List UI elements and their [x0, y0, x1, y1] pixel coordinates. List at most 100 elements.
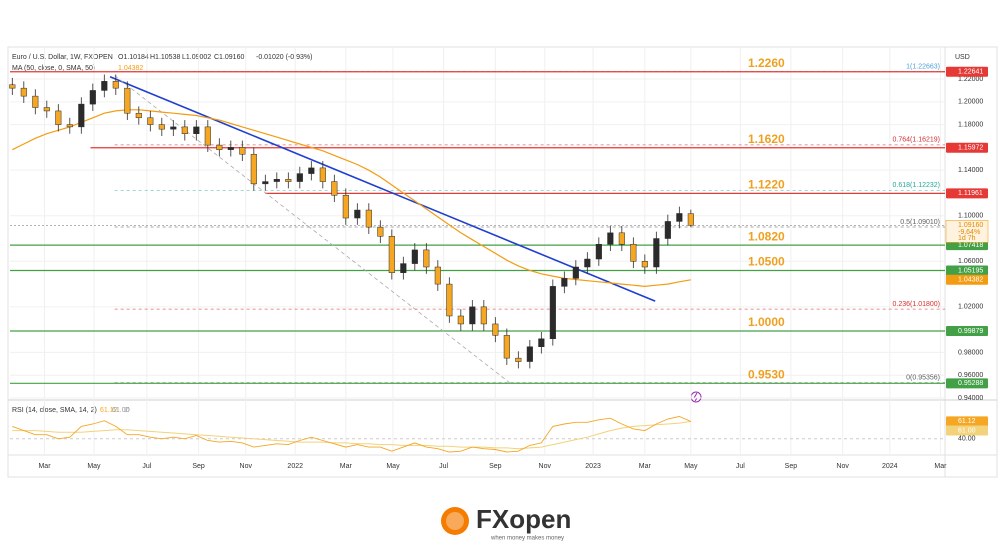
- candle-body: [9, 84, 16, 89]
- candle-body: [124, 87, 131, 114]
- y-tick-label: 1.02000: [958, 304, 983, 311]
- candle-body: [607, 232, 614, 245]
- candle-body: [296, 173, 303, 182]
- candle-body: [377, 226, 384, 237]
- candle-body: [653, 238, 660, 268]
- logo-emblem-inner: [446, 512, 464, 530]
- candle-body: [538, 338, 545, 347]
- candle-body: [216, 144, 223, 150]
- candle-body: [170, 126, 177, 130]
- candle-body: [331, 181, 338, 196]
- price-badge: [946, 326, 988, 337]
- rsi-header-value: 61.00: [112, 407, 130, 414]
- level-label: 1.1220: [748, 178, 785, 192]
- candle-body: [89, 90, 96, 105]
- ma-title: MA (50, close, 0, SMA, 50): [12, 65, 95, 72]
- level-label: 1.2260: [748, 56, 785, 70]
- price-badge: [946, 240, 988, 251]
- rsi-badge-label: 61.12: [958, 418, 976, 425]
- candle-body: [262, 181, 269, 185]
- candle-body: [342, 194, 349, 219]
- price-badge-label: 1.04382: [958, 277, 983, 284]
- x-tick-label: Sep: [192, 463, 205, 470]
- candle-body: [526, 346, 533, 362]
- price-badge: [946, 378, 988, 389]
- x-tick-label: Sep: [489, 463, 502, 470]
- y-tick-label: 1.18000: [958, 121, 983, 128]
- rsi-header-value: 61.12: [100, 407, 118, 414]
- candle-body: [354, 209, 361, 219]
- candle-body: [457, 315, 464, 325]
- price-badge-label: 1.15972: [958, 145, 983, 152]
- candle-body: [193, 126, 200, 134]
- y-tick-label: 1.14000: [958, 167, 983, 174]
- x-tick-label: Mar: [340, 463, 353, 470]
- fib-label: 1(1.22663): [906, 63, 940, 70]
- candle-body: [250, 153, 257, 185]
- candle-body: [446, 283, 453, 317]
- rsi-badge: [946, 416, 988, 427]
- ohlc-text: -0.01020 (-0.93%): [256, 54, 312, 61]
- y-tick-label: 1.22000: [958, 76, 983, 83]
- price-badge-label: 1.07418: [958, 242, 983, 249]
- candle-body: [158, 124, 165, 130]
- x-tick-label: Nov: [240, 463, 253, 470]
- candle-body: [55, 110, 62, 125]
- candle-body: [549, 286, 556, 340]
- x-tick-label: May: [684, 463, 698, 470]
- y-tick-label: 1.10000: [958, 213, 983, 220]
- x-tick-label: Mar: [639, 463, 652, 470]
- price-badge-label: 1.05195: [958, 267, 983, 274]
- price-badge-label: 0.99879: [958, 328, 983, 335]
- x-tick-label: Nov: [836, 463, 849, 470]
- candle-body: [434, 266, 441, 285]
- candle-body: [411, 249, 418, 264]
- ohlc-text: C1.09160: [214, 54, 244, 61]
- y-tick-label: 1.20000: [958, 99, 983, 106]
- price-badge: [946, 274, 988, 285]
- x-tick-label: Nov: [539, 463, 552, 470]
- candle-body: [66, 124, 73, 128]
- candle-body: [595, 243, 602, 260]
- x-tick-label: May: [87, 463, 101, 470]
- y-tick-label: 0.98000: [958, 349, 983, 356]
- x-tick-label: 2023: [585, 463, 601, 470]
- candle-body: [664, 221, 671, 239]
- x-tick-label: Jul: [142, 463, 151, 470]
- level-label: 1.0500: [748, 255, 785, 269]
- chart-title: Euro / U.S. Dollar, 1W, FXOPEN: [12, 54, 113, 61]
- logo-emblem: [441, 507, 469, 535]
- candle-body: [469, 306, 476, 325]
- fib-label: 0.236(1.01800): [893, 301, 940, 308]
- ma-value: 1.04382: [118, 65, 143, 72]
- price-badge: [946, 265, 988, 276]
- candle-body: [388, 235, 395, 273]
- currency: USD: [955, 54, 970, 61]
- price-badge-label: 0.95288: [958, 380, 983, 387]
- candle-body: [365, 209, 372, 228]
- logo: FXopen when money makes money: [441, 504, 571, 542]
- logo-tagline: when money makes money: [490, 536, 564, 542]
- level-label: 1.0000: [748, 315, 785, 329]
- current-change: -9.64%: [958, 229, 980, 236]
- candle-body: [285, 179, 292, 182]
- x-tick-label: Jul: [736, 463, 745, 470]
- rsi-line: [12, 416, 691, 453]
- chart-frame: [7, 46, 998, 478]
- candle-body: [273, 179, 280, 182]
- candle-body: [181, 126, 188, 134]
- candle-body: [319, 167, 326, 182]
- x-tick-label: Mar: [38, 463, 51, 470]
- candle-body: [572, 266, 579, 279]
- candle-body: [78, 103, 85, 128]
- candle-body: [135, 112, 142, 119]
- candle-body: [676, 213, 683, 222]
- candle-body: [308, 167, 315, 174]
- ohlc-text: L1.09002: [182, 54, 211, 61]
- candle-body: [480, 306, 487, 325]
- price-badge-label: 1.22641: [958, 69, 983, 76]
- fib-label: 0(0.95356): [906, 374, 940, 381]
- fib-label: 0.764(1.16219): [893, 137, 940, 144]
- candle-body: [503, 335, 510, 359]
- candle-body: [492, 323, 499, 336]
